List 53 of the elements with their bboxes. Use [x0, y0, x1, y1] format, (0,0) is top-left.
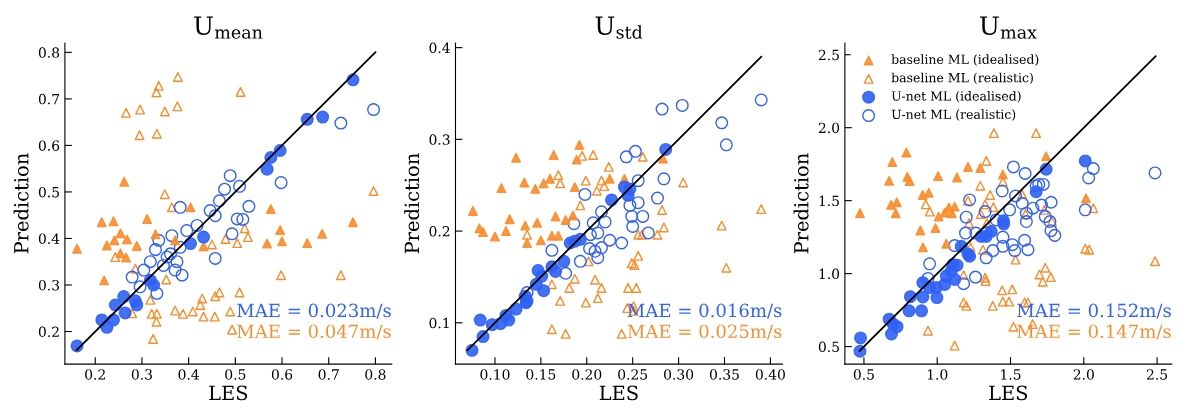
x-tick-label: 1.0 [927, 369, 948, 380]
y-tick-label: 2.5 [818, 49, 839, 61]
legend-label: baseline ML (realistic) [891, 72, 1033, 85]
y-tick-label: 0.4 [38, 233, 60, 244]
x-tick-label: 0.40 [755, 369, 785, 380]
y-axis-title: Prediction [13, 153, 29, 254]
y-tick-label: 1.5 [819, 195, 839, 207]
y-tick-label: 2.0 [818, 122, 840, 134]
y-tick-label: 1.0 [819, 268, 840, 280]
chart-title: U$_{max}$ [979, 16, 1037, 39]
x-tick-label: 0.3 [131, 369, 152, 380]
x-tick-label: 0.8 [365, 369, 386, 380]
y-tick-label: 0.3 [429, 134, 450, 145]
x-tick-label: 0.25 [618, 369, 648, 380]
x-axis-title: LES [209, 385, 248, 401]
x-tick-label: 0.30 [664, 369, 694, 380]
x-tick-label: 2.0 [1073, 369, 1094, 380]
legend-label: U-net ML (realistic) [891, 109, 1016, 121]
annotation: MAE = 0.152m/s [1017, 303, 1171, 319]
legend-label: U-net ML (idealised) [891, 91, 1021, 103]
y-tick-label: 0.2 [429, 226, 450, 237]
chart-title: U$_{mean}$ [194, 16, 263, 39]
y-axis-title: Prediction [404, 153, 420, 254]
annotation: MAE = 0.047m/s [237, 324, 391, 340]
x-axis-title: LES [989, 385, 1028, 401]
y-tick-label: 0.7 [38, 93, 60, 105]
y-tick-label: 0.8 [38, 47, 60, 58]
x-axis-title: LES [599, 385, 638, 401]
chart-title: U$_{std}$ [595, 16, 643, 39]
y-tick-label: 0.3 [38, 279, 60, 291]
y-axis-title: Prediction [793, 153, 809, 254]
x-tick-label: 0.7 [318, 369, 339, 380]
x-tick-label: 0.6 [271, 369, 293, 380]
x-tick-label: 0.5 [853, 369, 874, 380]
y-tick-label: 0.5 [38, 186, 59, 198]
annotation: MAE = 0.147m/s [1017, 324, 1171, 340]
y-tick-label: 0.6 [38, 140, 60, 151]
x-tick-label: 2.5 [1146, 369, 1168, 380]
annotation: MAE = 0.023m/s [237, 303, 391, 319]
x-tick-label: 0.4 [178, 369, 199, 380]
y-tick-label: 0.5 [818, 341, 839, 353]
x-tick-label: 0.15 [526, 369, 556, 380]
x-tick-label: 0.2 [85, 369, 105, 380]
x-tick-label: 0.35 [709, 369, 739, 380]
x-tick-label: 0.10 [480, 369, 510, 380]
annotation: MAE = 0.025m/s [627, 324, 782, 340]
x-tick-label: 1.5 [1001, 369, 1021, 380]
y-tick-label: 0.1 [429, 317, 449, 329]
x-tick-label: 0.20 [572, 369, 602, 380]
y-tick-label: 0.2 [38, 326, 59, 337]
y-tick-label: 0.4 [429, 42, 450, 54]
x-tick-label: 0.5 [225, 369, 246, 380]
legend-label: baseline ML (idealised) [891, 54, 1039, 66]
